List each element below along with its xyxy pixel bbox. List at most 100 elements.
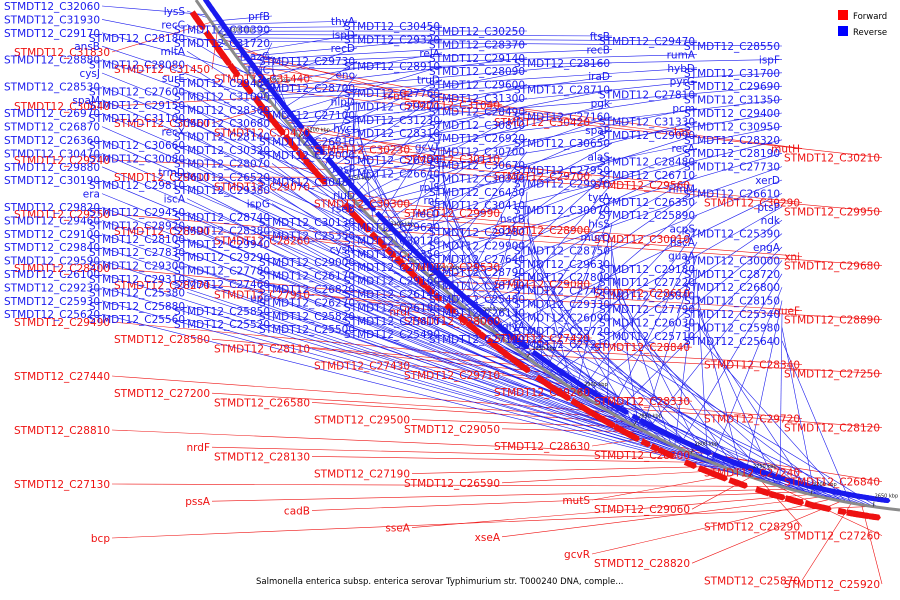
forward-gene-feature	[407, 269, 418, 279]
gene-label: STMDT12_C29480	[174, 78, 270, 90]
gene-connector-line	[186, 278, 754, 478]
gene-label: thyA	[331, 16, 356, 28]
gene-connector-line	[286, 121, 413, 150]
gene-connector-line	[258, 52, 443, 87]
gene-label: STMDT12_C27800	[514, 272, 610, 284]
gene-label: cysN	[330, 244, 355, 256]
gene-label: STMDT12_C27200	[114, 388, 210, 400]
gene-connector-line	[111, 429, 693, 455]
gene-label: STMDT12_C27260	[784, 531, 880, 543]
kbp-tick-mark	[221, 33, 227, 38]
kbp-tick-mark	[578, 388, 583, 394]
gene-label: STMDT12_C29050	[404, 424, 500, 436]
reverse-gene-feature	[366, 201, 376, 212]
forward-gene-feature	[242, 82, 254, 95]
gene-label: STMDT12_C30120	[344, 235, 440, 247]
reverse-gene-feature	[296, 121, 305, 130]
gene-label: STMDT12_C26580	[214, 397, 310, 409]
gene-label: spaP	[585, 125, 610, 137]
gene-connector-line	[101, 179, 527, 358]
gene-connector-line	[101, 99, 366, 213]
gene-label: STMDT12_C30210	[784, 153, 880, 165]
kbp-tick-mark	[749, 471, 753, 477]
gene-connector-line	[549, 214, 698, 374]
gene-connector-line	[696, 308, 777, 486]
gene-label: STMDT12_C29720	[704, 413, 800, 425]
legend-forward-label: Forward	[853, 12, 887, 22]
kbp-tick-label: 3150 kbp	[347, 175, 371, 181]
gene-label: hscB	[500, 214, 525, 226]
gene-connector-line	[293, 129, 503, 160]
gene-connector-line	[241, 49, 613, 64]
gene-connector-line	[779, 313, 783, 487]
gene-connector-line	[610, 241, 698, 413]
gene-connector-line	[101, 300, 819, 497]
forward-gene-feature	[606, 420, 616, 429]
gene-connector-line	[441, 159, 455, 299]
gene-connector-line	[427, 146, 443, 275]
gene-connector-line	[335, 107, 698, 180]
gene-connector-line	[260, 88, 883, 158]
gene-label: STMDT12_C30420	[494, 117, 590, 129]
gene-connector-line	[271, 176, 505, 341]
forward-gene-feature	[640, 438, 651, 448]
gene-label: STMDT12_C27430	[314, 361, 410, 373]
gene-label: STMDT12_C29230	[4, 282, 100, 294]
gene-connector-line	[211, 446, 703, 459]
gene-label: STMDT12_C30950	[684, 121, 780, 133]
gene-label: STMDT12_C29250	[14, 209, 110, 221]
gene-connector-line	[215, 25, 443, 29]
reverse-gene-feature	[620, 407, 629, 415]
gene-connector-line	[354, 200, 503, 214]
gene-label: STMDT12_C27240	[704, 467, 800, 479]
gene-label: STMDT12_C29090	[599, 130, 695, 142]
gene-label: STMDT12_C25810	[344, 316, 440, 328]
gene-label: STMDT12_C28130	[214, 451, 310, 463]
gene-label: STMDT12_C26350	[599, 197, 695, 209]
gene-label: STMDT12_C30700	[429, 147, 525, 159]
gene-label: STMDT12_C29590	[4, 256, 100, 268]
gene-connector-line	[351, 106, 443, 198]
gene-label: STMDT12_C28150	[684, 296, 780, 308]
gene-label: STMDT12_C29940	[174, 239, 270, 251]
gene-label: STMDT12_C25870	[704, 575, 800, 587]
gene-label: STMDT12_C28310	[344, 128, 440, 140]
gene-label: bcp	[91, 533, 110, 545]
gene-label: recC	[161, 19, 185, 31]
gene-label: STMDT12_C29490	[14, 317, 110, 329]
gene-label: pgk	[591, 98, 611, 110]
gene-connector-line	[348, 101, 358, 195]
gene-label: STMDT12_C28590	[114, 226, 210, 238]
gene-connector-line	[301, 74, 358, 140]
gene-label: trmD	[158, 167, 185, 179]
gene-label: STMDT12_C29140	[429, 53, 525, 65]
gene-label: lysS	[164, 6, 186, 18]
gene-label: STMDT12_C28120	[784, 423, 880, 435]
gene-connector-line	[457, 164, 528, 302]
forward-gene-feature	[715, 472, 728, 482]
gene-label: STMDT12_C26360	[4, 135, 100, 147]
gene-label: STMDT12_C31350	[684, 95, 780, 107]
gene-connector-line	[354, 111, 528, 201]
gene-label: STMDT12_C26870	[4, 122, 100, 134]
kbp-tick-label: 3250 kbp	[267, 78, 291, 84]
gene-connector-line	[235, 55, 503, 106]
gene-connector-line	[711, 287, 783, 463]
forward-gene-feature	[701, 466, 713, 476]
gene-label: STMDT12_C27110	[344, 262, 440, 274]
gene-label: STMDT12_C28820	[594, 558, 690, 570]
gene-label: STMDT12_C26140	[344, 289, 440, 301]
gene-label: STMDT12_C29680	[784, 261, 880, 273]
gene-label: STMDT12_C28300	[594, 450, 690, 462]
gene-connector-line	[261, 57, 528, 90]
kbp-tick-label: 3300 kbp	[229, 27, 253, 33]
forward-gene-feature	[471, 326, 482, 336]
gene-connector-line	[760, 480, 803, 527]
gene-label: STMDT12_C27950	[514, 165, 610, 177]
gene-connector-line	[516, 196, 613, 351]
gene-label: STMDT12_C31090	[174, 91, 270, 103]
gene-connector-line	[523, 206, 783, 355]
gene-label: STMDT12_C26270	[259, 297, 355, 309]
gene-label: STMDT12_C25620	[4, 309, 100, 321]
gene-label: STMDT12_C27440	[14, 371, 110, 383]
